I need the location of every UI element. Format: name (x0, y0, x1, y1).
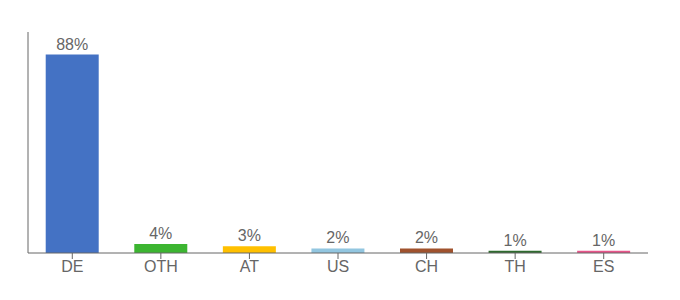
svg-text:3%: 3% (238, 227, 261, 244)
svg-text:ES: ES (593, 258, 614, 275)
svg-text:OTH: OTH (144, 258, 178, 275)
svg-text:US: US (327, 258, 349, 275)
svg-text:4%: 4% (149, 225, 172, 242)
svg-text:AT: AT (240, 258, 259, 275)
svg-text:1%: 1% (592, 232, 615, 249)
svg-text:2%: 2% (326, 229, 349, 246)
svg-text:CH: CH (415, 258, 438, 275)
svg-text:TH: TH (504, 258, 525, 275)
svg-text:DE: DE (61, 258, 83, 275)
svg-text:2%: 2% (415, 229, 438, 246)
svg-text:88%: 88% (56, 36, 88, 53)
svg-text:1%: 1% (504, 232, 527, 249)
